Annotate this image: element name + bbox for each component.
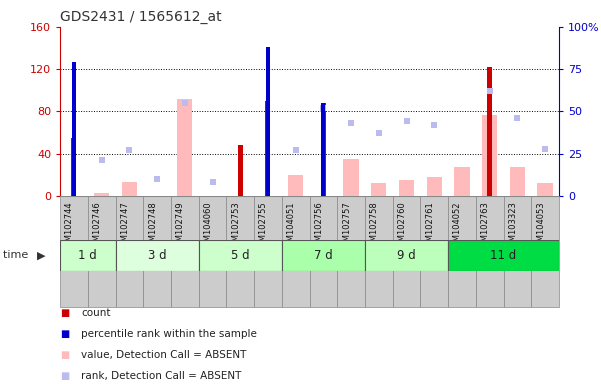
Bar — [310, 196, 337, 307]
Text: GSM102747: GSM102747 — [120, 202, 129, 252]
Bar — [476, 196, 504, 307]
Text: 3 d: 3 d — [148, 249, 166, 262]
Bar — [482, 114, 497, 196]
Bar — [282, 196, 310, 307]
Text: GSM102763: GSM102763 — [481, 202, 490, 252]
Text: GSM102758: GSM102758 — [370, 202, 379, 252]
Text: GSM102760: GSM102760 — [397, 202, 406, 252]
Text: GSM102757: GSM102757 — [342, 202, 351, 252]
Text: ■: ■ — [60, 350, 69, 360]
Bar — [337, 196, 365, 307]
Bar — [448, 196, 476, 307]
Text: ▶: ▶ — [37, 250, 46, 260]
Bar — [72, 138, 76, 196]
Bar — [94, 193, 109, 196]
Bar — [238, 145, 243, 196]
Bar — [88, 196, 115, 307]
Text: time: time — [3, 250, 32, 260]
Bar — [504, 196, 531, 307]
Bar — [266, 47, 270, 196]
Text: GSM104053: GSM104053 — [536, 202, 545, 252]
Text: GSM103323: GSM103323 — [508, 202, 517, 252]
Bar — [365, 196, 392, 307]
Bar — [115, 196, 143, 307]
Text: GSM104052: GSM104052 — [453, 202, 462, 252]
Bar — [199, 196, 227, 307]
Bar — [143, 196, 171, 307]
Text: ■: ■ — [60, 308, 69, 318]
Bar — [266, 101, 270, 196]
Bar — [510, 167, 525, 196]
Bar — [115, 240, 199, 271]
Text: ■: ■ — [60, 329, 69, 339]
Text: 11 d: 11 d — [490, 249, 517, 262]
Text: GSM102744: GSM102744 — [65, 202, 74, 252]
Bar — [60, 196, 88, 307]
Text: GSM104051: GSM104051 — [287, 202, 296, 252]
Bar — [371, 183, 386, 196]
Bar — [199, 240, 282, 271]
Bar — [282, 240, 365, 271]
Text: ■: ■ — [60, 371, 69, 381]
Text: 5 d: 5 d — [231, 249, 249, 262]
Text: GSM102746: GSM102746 — [93, 202, 102, 252]
Bar — [60, 240, 115, 271]
Text: GDS2431 / 1565612_at: GDS2431 / 1565612_at — [60, 10, 222, 25]
Bar — [454, 167, 469, 196]
Text: rank, Detection Call = ABSENT: rank, Detection Call = ABSENT — [81, 371, 242, 381]
Bar — [72, 62, 76, 196]
Bar — [531, 196, 559, 307]
Text: 9 d: 9 d — [397, 249, 416, 262]
Bar — [321, 103, 326, 196]
Text: GSM102748: GSM102748 — [148, 202, 157, 252]
Bar — [365, 240, 448, 271]
Text: GSM102761: GSM102761 — [426, 202, 434, 252]
Bar — [399, 180, 414, 196]
Bar — [420, 196, 448, 307]
Text: percentile rank within the sample: percentile rank within the sample — [81, 329, 257, 339]
Bar — [392, 196, 420, 307]
Bar — [487, 67, 492, 196]
Bar — [177, 99, 192, 196]
Bar — [122, 182, 137, 196]
Bar — [227, 196, 254, 307]
Bar — [254, 196, 282, 307]
Bar — [427, 177, 442, 196]
Bar — [343, 159, 359, 196]
Bar — [448, 240, 559, 271]
Bar — [171, 196, 199, 307]
Text: GSM102749: GSM102749 — [176, 202, 185, 252]
Text: GSM102753: GSM102753 — [231, 202, 240, 252]
Text: value, Detection Call = ABSENT: value, Detection Call = ABSENT — [81, 350, 246, 360]
Text: count: count — [81, 308, 111, 318]
Text: 1 d: 1 d — [79, 249, 97, 262]
Bar — [537, 183, 553, 196]
Text: GSM102756: GSM102756 — [314, 202, 323, 252]
Text: GSM102755: GSM102755 — [259, 202, 268, 252]
Text: GSM104060: GSM104060 — [204, 202, 213, 252]
Bar — [322, 103, 325, 196]
Bar — [288, 175, 304, 196]
Text: 7 d: 7 d — [314, 249, 333, 262]
